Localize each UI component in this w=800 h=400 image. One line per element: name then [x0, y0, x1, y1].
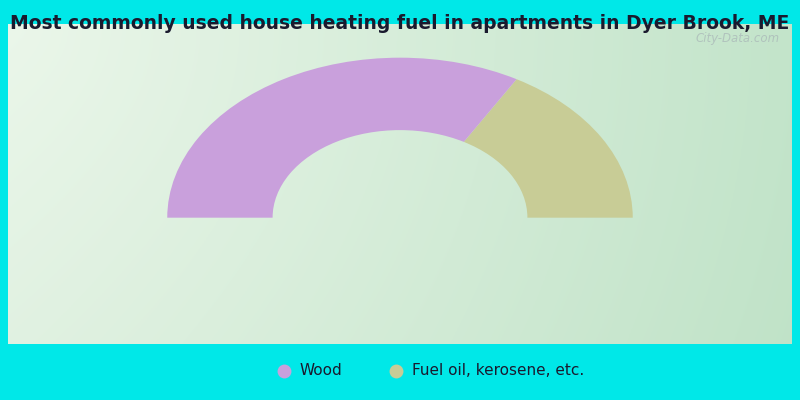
- Text: Most commonly used house heating fuel in apartments in Dyer Brook, ME: Most commonly used house heating fuel in…: [10, 14, 790, 33]
- Wedge shape: [464, 79, 633, 218]
- Wedge shape: [167, 58, 517, 218]
- Text: Wood: Wood: [300, 363, 342, 378]
- Text: City-Data.com: City-Data.com: [696, 32, 780, 46]
- Text: Fuel oil, kerosene, etc.: Fuel oil, kerosene, etc.: [412, 363, 584, 378]
